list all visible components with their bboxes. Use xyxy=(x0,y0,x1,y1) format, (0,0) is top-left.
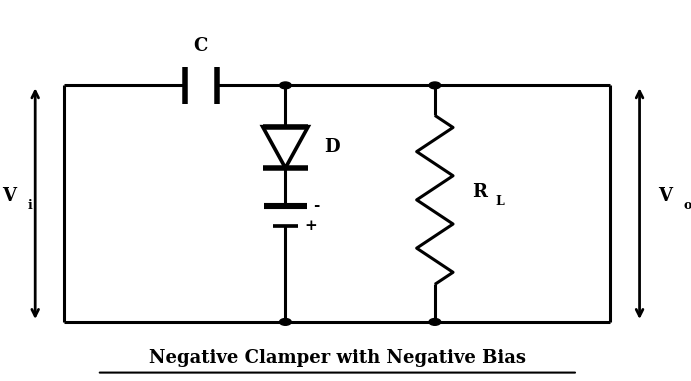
Text: -: - xyxy=(313,199,319,213)
Text: +: + xyxy=(304,219,317,233)
Circle shape xyxy=(280,319,291,325)
Circle shape xyxy=(429,82,441,89)
Text: C: C xyxy=(193,37,208,55)
Text: L: L xyxy=(495,195,504,208)
Text: D: D xyxy=(324,138,340,156)
Circle shape xyxy=(429,319,441,325)
Text: o: o xyxy=(684,199,691,212)
Text: V: V xyxy=(659,187,672,205)
Text: i: i xyxy=(28,199,32,212)
Circle shape xyxy=(280,82,291,89)
Text: R: R xyxy=(473,183,488,202)
Text: Negative Clamper with Negative Bias: Negative Clamper with Negative Bias xyxy=(149,349,526,367)
Text: V: V xyxy=(2,187,16,205)
